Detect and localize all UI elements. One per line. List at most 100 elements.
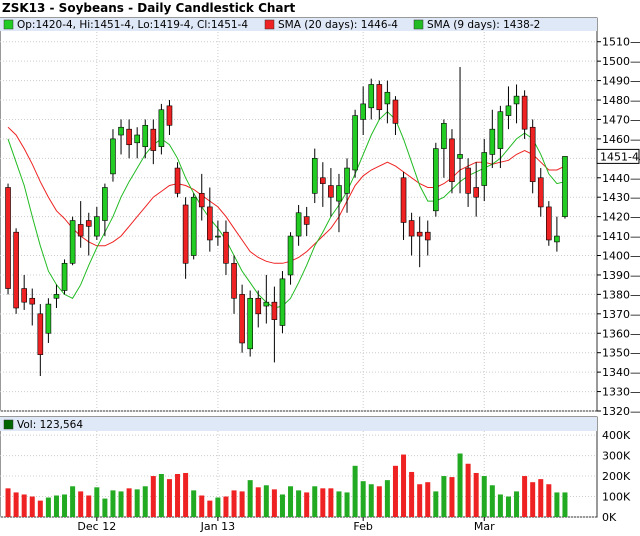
price-tick-label: 1470—0 [602,113,640,126]
candle-body-down [223,231,229,264]
volume-bar [239,491,245,517]
volume-bar [37,500,43,517]
volume-bar [45,497,51,517]
sma-lines [7,111,566,309]
candle [424,220,431,256]
volume-bar [538,479,544,517]
candle-body-up [562,156,568,217]
volume-bar [70,486,76,517]
candle-body-down [126,128,132,146]
candle [45,298,52,343]
volume-bar [522,476,528,517]
candle [53,284,60,308]
candle-body-down [449,138,455,182]
candle [174,162,181,198]
sma9-legend-text: SMA (9 days): 1438-2 [427,19,540,31]
volume-bar [199,495,205,517]
last-price-box [596,148,640,164]
candle [546,201,552,246]
sma20-legend-text: SMA (20 days): 1446-4 [278,19,398,31]
price-tick-label: 1370—0 [602,308,640,321]
candle [69,216,76,266]
last-price-label: 1451-4 [600,150,639,163]
candle-body-up [489,128,496,155]
candle [554,216,560,252]
date-tick-label: Dec 12 [77,520,116,533]
volume-bar [360,481,366,517]
volume-tick-label: 300K [602,450,631,463]
ohlc-legend-text: Op:1420-4, Hi:1451-4, Lo:1419-4, Cl:1451… [17,19,248,31]
volume-bars [5,453,568,517]
candle [311,148,318,204]
last-price-marker: 1451-4 [596,148,640,164]
candle-body-down [198,193,205,208]
volume-bar [94,487,100,517]
candle [61,259,68,295]
date-tick-label: Jan 13 [200,520,235,533]
candle [537,168,544,217]
candle [182,197,189,279]
volume-tick-label: 0K [602,511,617,524]
volume-bar [13,492,19,517]
candle-body-down [239,294,245,344]
candle-body-up [311,158,318,194]
candle [142,119,149,159]
sma20-line [7,126,566,264]
candle-body-up [352,115,358,171]
candle [279,271,286,334]
candle [94,206,100,240]
candles [5,66,568,377]
volume-bar [183,472,189,517]
candle [263,274,270,324]
volume-bar [417,484,423,517]
volume-bar [401,454,407,517]
candle-body-up [102,187,108,221]
candle [481,138,488,202]
volume-bar [392,465,398,517]
candle [247,290,253,357]
volume-bar [554,492,560,517]
candle-body-down [77,224,84,237]
candle-body-down [231,262,237,299]
candle-body-up [61,262,68,291]
candle-body-down [400,177,407,223]
price-tick-label: 1420—0 [602,211,640,224]
volume-bar [5,488,11,517]
sma9-legend-swatch [413,19,424,30]
volume-bar [304,492,310,517]
candle [198,173,205,221]
chart-title: ZSK13 - Soybeans - Daily Candlestick Cha… [2,1,295,15]
volume-bar [255,487,261,517]
volume-bar [433,491,439,517]
candle-body-up [94,216,100,237]
candle-body-down [255,297,262,315]
volume-bar [473,472,479,517]
candle-body-down [408,220,415,237]
sma9-line [7,111,566,309]
candle-body-up [215,235,221,238]
candle-body-down [150,128,157,151]
volume-bar [409,471,415,517]
price-tick-label: 1360—0 [602,327,640,340]
price-tick-label: 1390—0 [602,269,640,282]
volume-bar [562,492,568,517]
candle-body-down [416,231,423,237]
candle [255,290,262,328]
volume-bar [118,491,124,517]
candle [408,212,415,256]
candle [190,193,197,260]
volume-bar [263,485,269,517]
volume-legend-text: Vol: 123,564 [17,419,83,431]
volume-tick-label: 400K [602,429,631,442]
price-tick-label: 1400—0 [602,250,640,263]
candle-body-down [473,187,479,198]
volume-bar [530,482,536,517]
volume-tick-label: 100K [602,491,631,504]
volume-bar [110,490,116,517]
candle-body-up [505,105,512,116]
volume-bar [247,480,253,517]
volume-bar [376,486,382,517]
candle [368,78,375,120]
candle [505,86,512,130]
candle [21,274,27,310]
